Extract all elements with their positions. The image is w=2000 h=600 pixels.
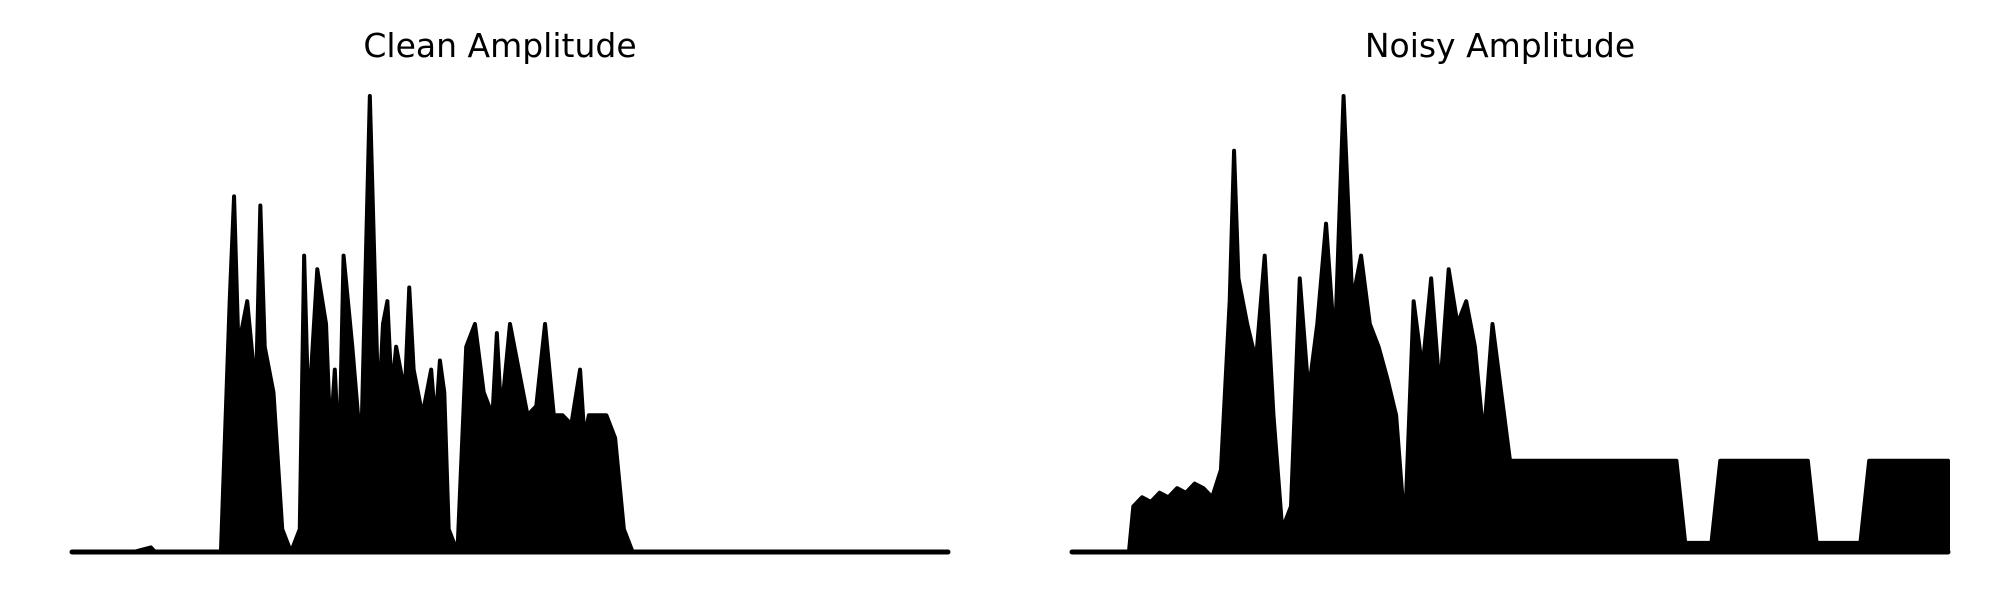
noisy-amplitude-plot: [1069, 94, 1951, 555]
clean-amplitude-plot: [69, 94, 951, 555]
noisy-amplitude-panel: Noisy Amplitude: [1000, 0, 2000, 600]
chart-title: Noisy Amplitude: [1364, 26, 1636, 65]
chart-title: Clean Amplitude: [363, 26, 637, 65]
clean-amplitude-panel: Clean Amplitude: [69, 26, 951, 555]
